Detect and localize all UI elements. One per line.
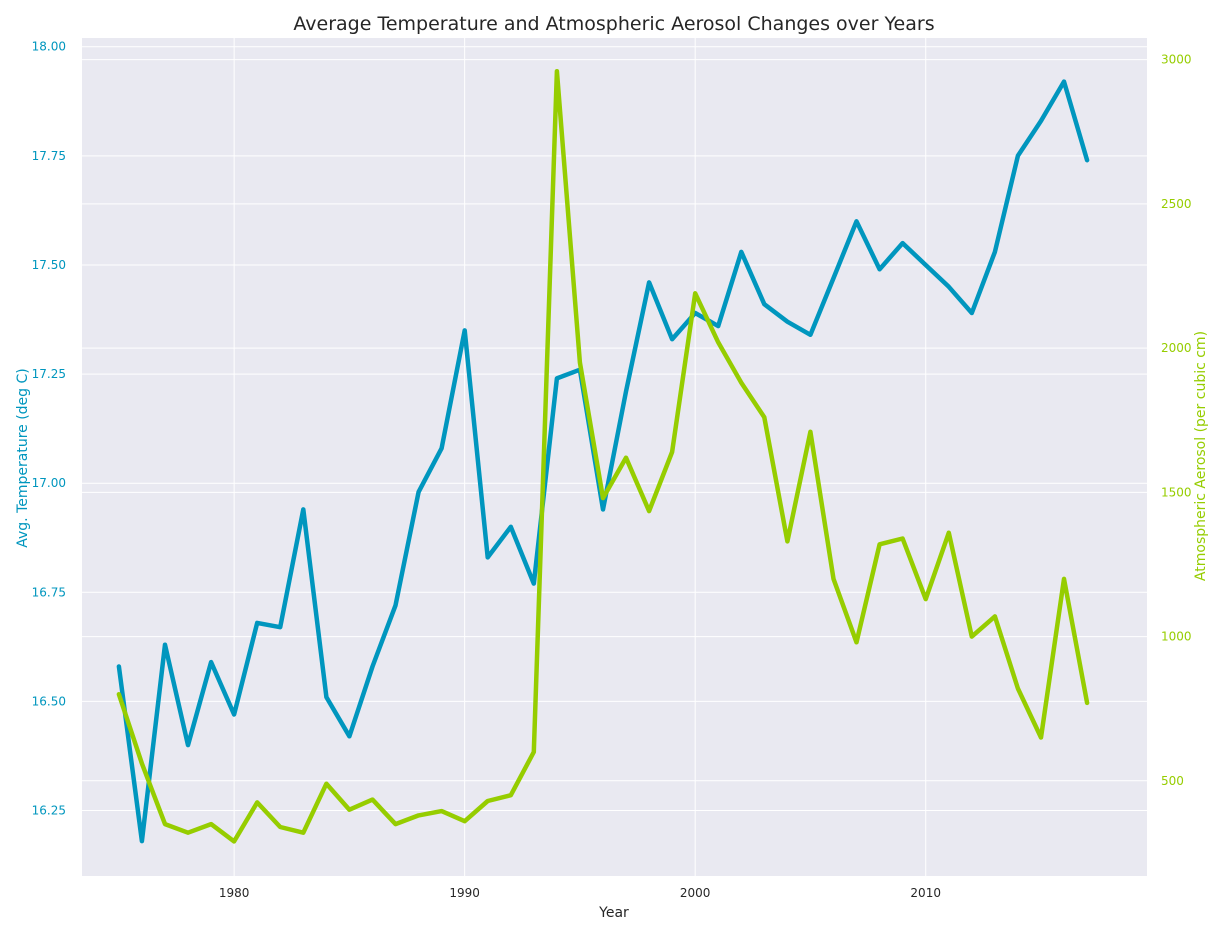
right-tick-label: 500 bbox=[1161, 774, 1184, 788]
x-axis-ticks: 1980 1990 2000 2010 bbox=[219, 886, 941, 900]
left-tick-label: 16.50 bbox=[32, 694, 66, 708]
left-axis-ticks: 16.25 16.50 16.75 17.00 17.25 17.50 17.75 18.00 bbox=[32, 40, 66, 818]
right-tick-label: 1500 bbox=[1161, 485, 1192, 499]
chart-title: Average Temperature and Atmospheric Aero… bbox=[293, 13, 934, 35]
left-tick-label: 16.25 bbox=[32, 804, 66, 818]
right-axis-label: Atmospheric Aerosol (per cubic cm) bbox=[1193, 331, 1209, 581]
temperature-series-line bbox=[116, 79, 1090, 844]
x-tick-label: 1990 bbox=[449, 886, 480, 900]
left-tick-label: 18.00 bbox=[32, 40, 66, 54]
left-tick-label: 17.00 bbox=[32, 476, 66, 490]
x-tick-label: 1980 bbox=[219, 886, 250, 900]
right-tick-label: 1000 bbox=[1161, 630, 1192, 644]
right-tick-label: 2500 bbox=[1161, 197, 1192, 211]
left-tick-label: 17.50 bbox=[32, 258, 66, 272]
right-axis-ticks: 500 1000 1500 2000 2500 3000 bbox=[1161, 53, 1192, 788]
grid-layer bbox=[82, 38, 1147, 876]
series-layer bbox=[116, 68, 1090, 844]
right-tick-label: 2000 bbox=[1161, 341, 1192, 355]
left-tick-label: 16.75 bbox=[32, 585, 66, 599]
x-tick-label: 2010 bbox=[910, 886, 941, 900]
right-tick-label: 3000 bbox=[1161, 53, 1192, 67]
x-axis-label: Year bbox=[598, 905, 629, 921]
left-tick-label: 17.75 bbox=[32, 149, 66, 163]
aerosol-series-line bbox=[116, 68, 1090, 844]
left-tick-label: 17.25 bbox=[32, 367, 66, 381]
x-tick-label: 2000 bbox=[680, 886, 711, 900]
left-axis-label: Avg. Temperature (deg C) bbox=[15, 368, 31, 548]
